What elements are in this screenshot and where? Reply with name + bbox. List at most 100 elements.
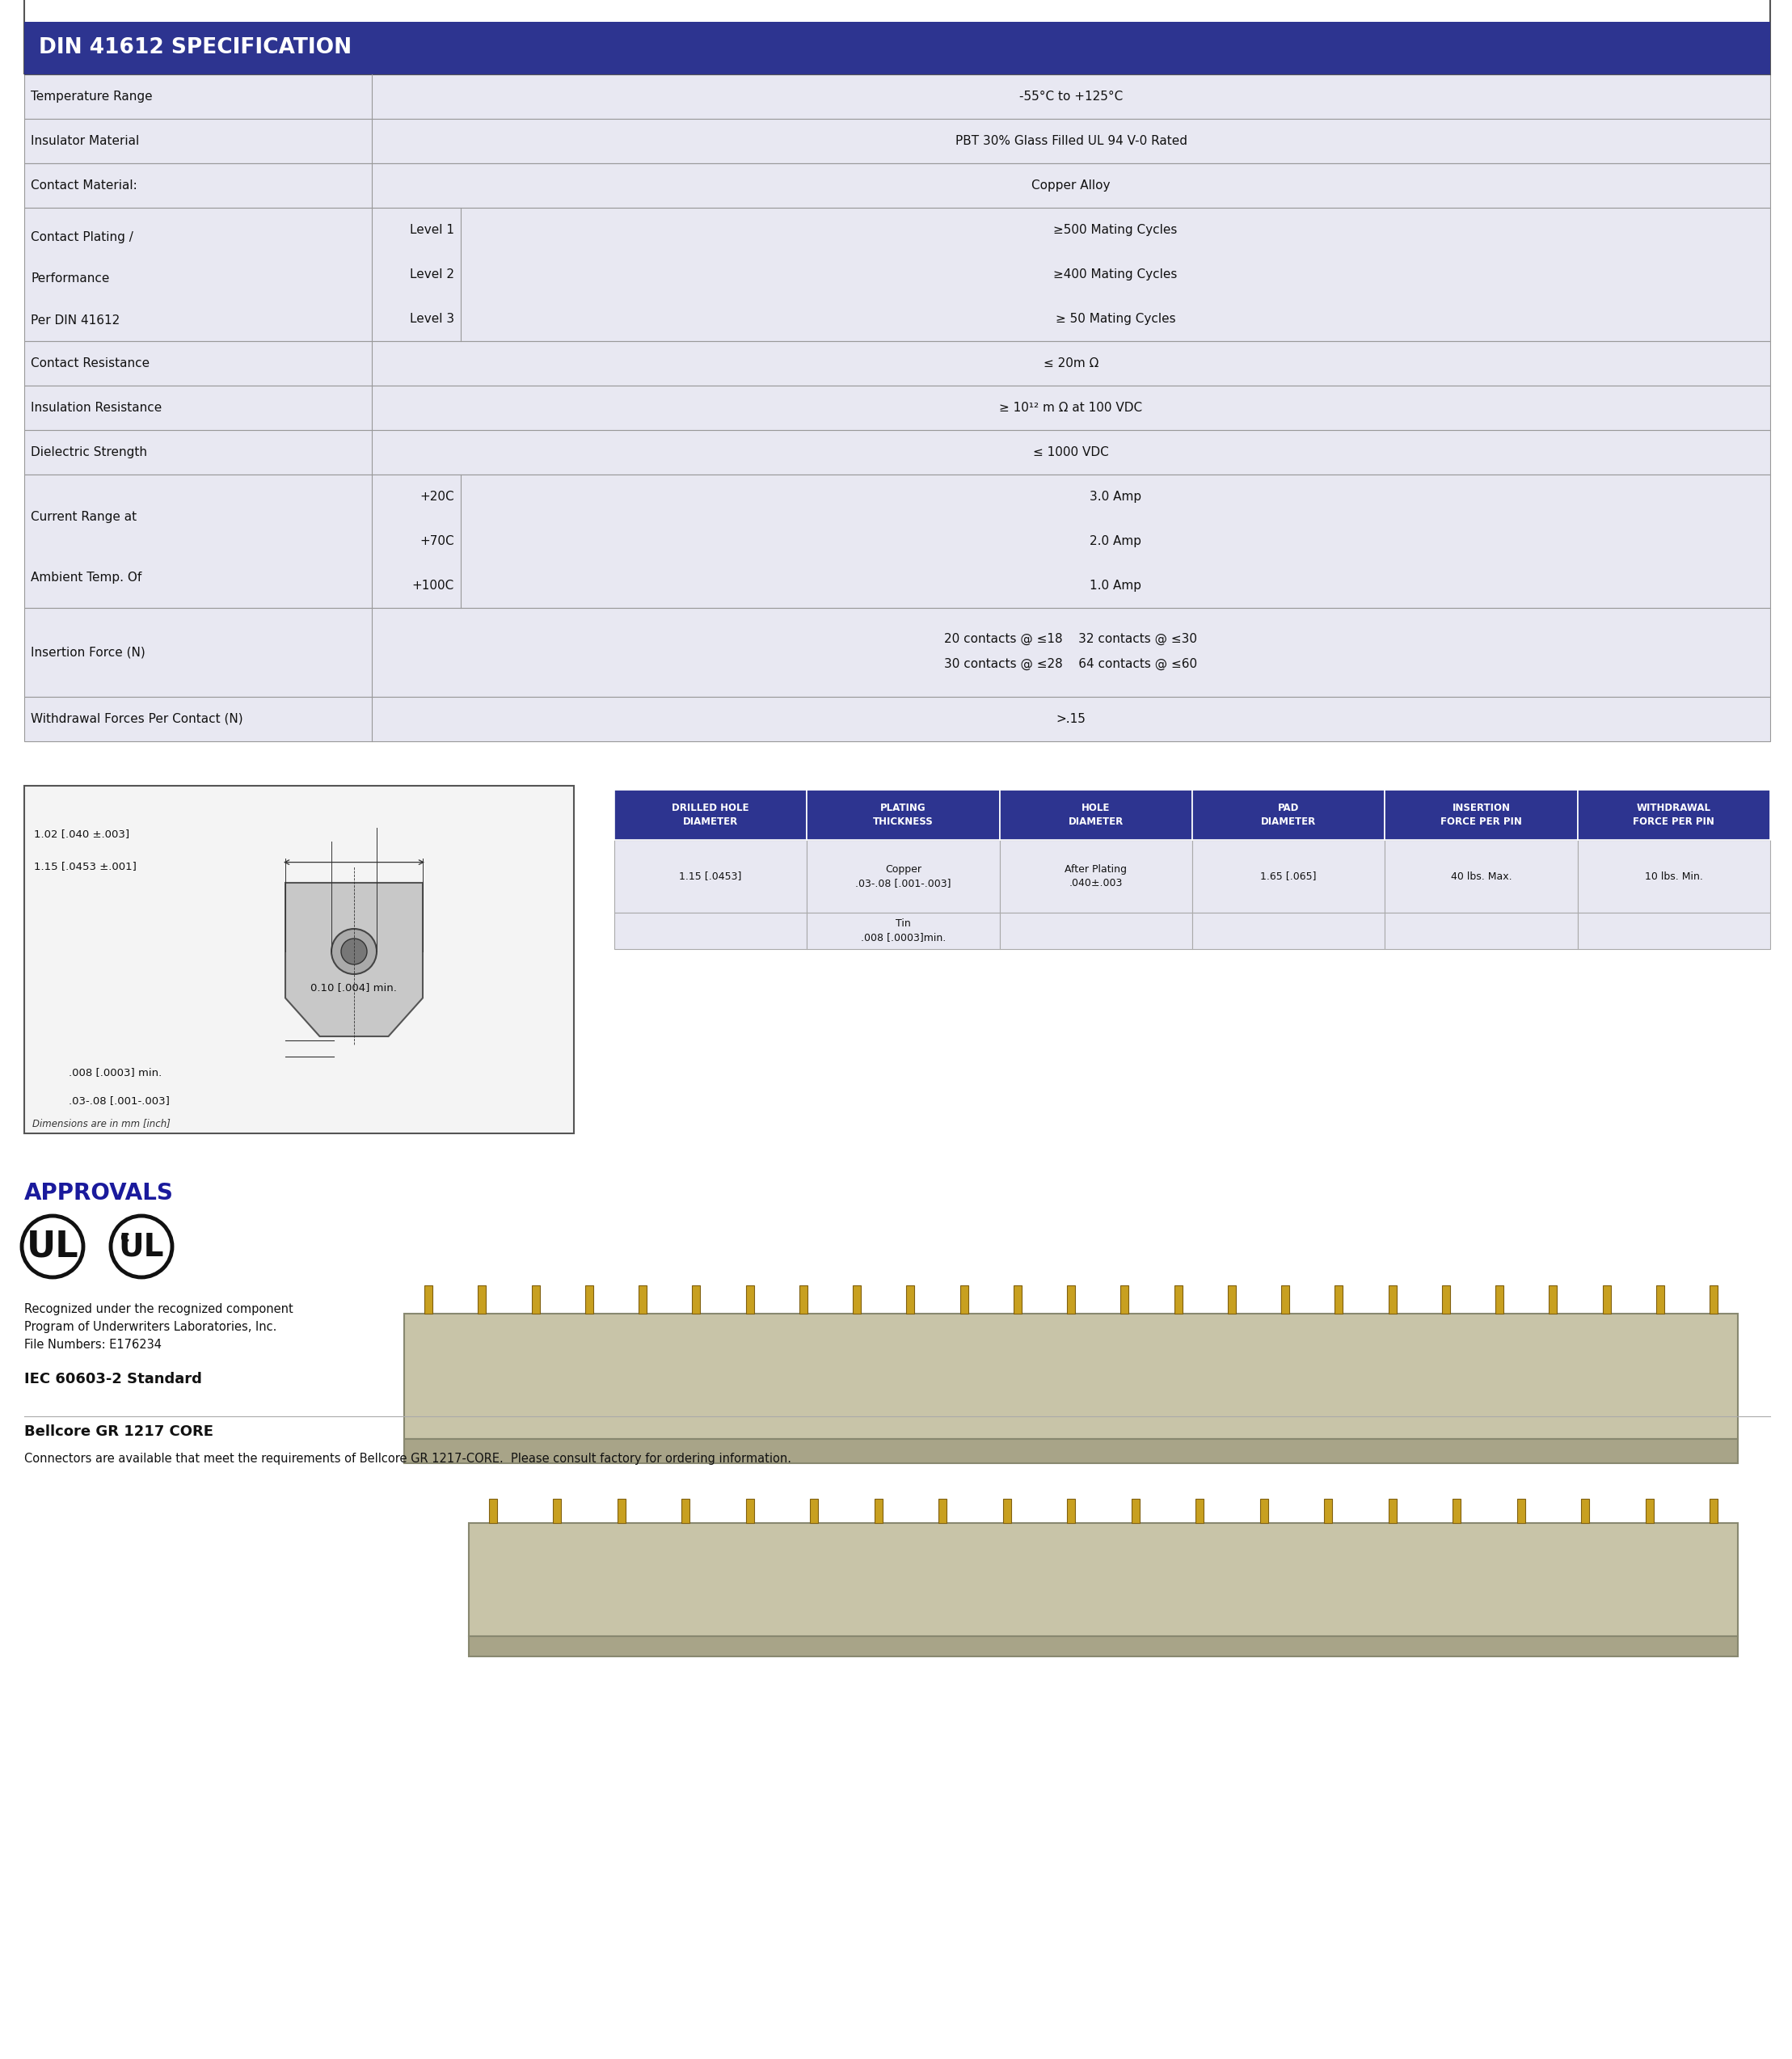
Text: Contact Resistance: Contact Resistance [30, 358, 151, 369]
Bar [1192, 840, 1385, 912]
Text: ≤ 1000 VDC: ≤ 1000 VDC [1034, 447, 1109, 459]
Text: Ambient Temp. Of: Ambient Temp. Of [30, 572, 142, 583]
Bar [1000, 840, 1192, 912]
Text: DRILLED HOLE
DIAMETER: DRILLED HOLE DIAMETER [672, 803, 749, 828]
Bar [1068, 1499, 1075, 1524]
Bar [532, 1285, 539, 1314]
Bar [874, 1499, 882, 1524]
Bar [615, 912, 806, 949]
Text: Level 1: Level 1 [410, 224, 453, 237]
Bar [1385, 791, 1577, 840]
Text: 10 lbs. Min.: 10 lbs. Min. [1645, 871, 1702, 881]
Text: +20C: +20C [419, 490, 453, 502]
Text: Insertion Force (N): Insertion Force (N) [30, 647, 145, 659]
Text: File Numbers: E176234: File Numbers: E176234 [25, 1338, 161, 1351]
Bar [1228, 1285, 1236, 1314]
Text: ≥ 10¹² m Ω at 100 VDC: ≥ 10¹² m Ω at 100 VDC [1000, 402, 1143, 414]
Bar [907, 1285, 914, 1314]
Bar [1389, 1499, 1396, 1524]
Bar [1120, 1285, 1129, 1314]
Text: Recognized under the recognized component: Recognized under the recognized componen… [25, 1303, 294, 1316]
Bar [1645, 1499, 1654, 1524]
Bar [554, 1499, 561, 1524]
Text: .008 [.0003] min.: .008 [.0003] min. [68, 1067, 161, 1079]
Bar [25, 787, 573, 1132]
Text: IEC 60603-2 Standard: IEC 60603-2 Standard [25, 1371, 202, 1386]
Bar [25, 474, 1770, 607]
Text: 20 contacts @ ≤18    32 contacts @ ≤30: 20 contacts @ ≤18 32 contacts @ ≤30 [944, 632, 1197, 644]
Bar [1577, 791, 1770, 840]
Bar [470, 1524, 1738, 1637]
Text: Current Range at: Current Range at [30, 511, 136, 523]
Bar [1602, 1285, 1611, 1314]
Text: Contact Plating /: Contact Plating / [30, 231, 133, 243]
Bar [1131, 1499, 1140, 1524]
Bar [1066, 1285, 1075, 1314]
Bar [1174, 1285, 1183, 1314]
Bar [1516, 1499, 1525, 1524]
Text: Insulation Resistance: Insulation Resistance [30, 402, 161, 414]
Text: ≥500 Mating Cycles: ≥500 Mating Cycles [1054, 224, 1177, 237]
Bar [339, 1215, 1770, 1682]
Text: DIN 41612 SPECIFICATION: DIN 41612 SPECIFICATION [39, 37, 351, 58]
Text: 1.15 [.0453]: 1.15 [.0453] [679, 871, 742, 881]
Bar [615, 791, 806, 840]
Bar [1260, 1499, 1269, 1524]
Text: Connectors are available that meet the requirements of Bellcore GR 1217-CORE.  P: Connectors are available that meet the r… [25, 1454, 792, 1464]
Bar [1495, 1285, 1503, 1314]
Text: APPROVALS: APPROVALS [25, 1182, 174, 1205]
Bar [1710, 1499, 1719, 1524]
Polygon shape [285, 883, 423, 1036]
Text: c: c [120, 1229, 129, 1244]
Text: WITHDRAWAL
FORCE PER PIN: WITHDRAWAL FORCE PER PIN [1633, 803, 1715, 828]
Bar [25, 74, 1770, 119]
Bar [615, 840, 806, 912]
Text: Performance: Performance [30, 272, 109, 284]
Bar [1710, 1285, 1719, 1314]
Bar [806, 912, 1000, 949]
Text: 1.0 Amp: 1.0 Amp [1090, 581, 1142, 591]
Bar [1577, 840, 1770, 912]
Bar [810, 1499, 819, 1524]
Text: Withdrawal Forces Per Contact (N): Withdrawal Forces Per Contact (N) [30, 712, 244, 725]
Text: Temperature Range: Temperature Range [30, 91, 152, 103]
Bar [1281, 1285, 1288, 1314]
Bar [799, 1285, 806, 1314]
Text: HOLE
DIAMETER: HOLE DIAMETER [1068, 803, 1124, 828]
Text: Insulator Material: Insulator Material [30, 136, 140, 146]
Text: Bellcore GR 1217 CORE: Bellcore GR 1217 CORE [25, 1425, 213, 1439]
Bar [478, 1285, 486, 1314]
Text: INSERTION
FORCE PER PIN: INSERTION FORCE PER PIN [1441, 803, 1521, 828]
Bar [25, 0, 1770, 74]
Text: 3.0 Amp: 3.0 Amp [1090, 490, 1142, 502]
Text: Copper Alloy: Copper Alloy [1032, 179, 1111, 191]
Circle shape [332, 929, 376, 974]
Bar [1335, 1285, 1342, 1314]
Bar [1000, 912, 1192, 949]
Bar [25, 607, 1770, 696]
Bar [1014, 1285, 1021, 1314]
Text: PLATING
THICKNESS: PLATING THICKNESS [873, 803, 934, 828]
Bar [25, 163, 1770, 208]
Bar [853, 1285, 860, 1314]
Text: >.15: >.15 [1055, 712, 1086, 725]
Bar [745, 1285, 754, 1314]
Text: UL: UL [27, 1229, 79, 1264]
Text: +70C: +70C [419, 535, 453, 548]
Bar [1548, 1285, 1557, 1314]
Bar [939, 1499, 946, 1524]
Bar [405, 1314, 1738, 1439]
Text: 0.10 [.004] min.: 0.10 [.004] min. [310, 982, 396, 992]
Bar [1192, 791, 1385, 840]
Bar [745, 1499, 754, 1524]
Text: PBT 30% Glass Filled UL 94 V-0 Rated: PBT 30% Glass Filled UL 94 V-0 Rated [955, 136, 1186, 146]
Bar [470, 1637, 1738, 1655]
Bar [25, 430, 1770, 474]
Bar [425, 1285, 432, 1314]
Bar [806, 791, 1000, 840]
Text: Dimensions are in mm [inch]: Dimensions are in mm [inch] [32, 1118, 170, 1128]
Text: Per DIN 41612: Per DIN 41612 [30, 315, 120, 327]
Text: .03-.08 [.001-.003]: .03-.08 [.001-.003] [68, 1095, 170, 1106]
Bar [25, 385, 1770, 430]
Bar [1385, 840, 1577, 912]
